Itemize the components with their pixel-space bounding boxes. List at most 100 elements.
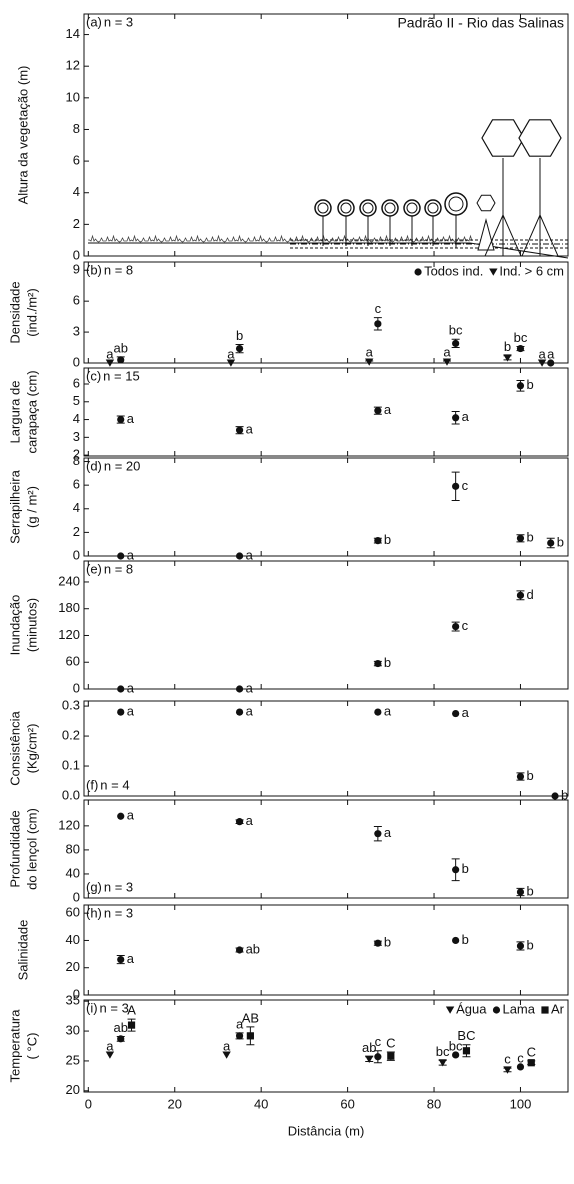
y-tick-label: 0 [73, 247, 80, 262]
vegetation-part [315, 200, 331, 216]
marker [236, 552, 243, 559]
y-tick-label: 0.0 [62, 787, 80, 802]
marker [528, 1059, 535, 1066]
panel-n: n = 3 [104, 879, 133, 894]
y-tick-label: 6 [73, 375, 80, 390]
vegetation-part [404, 200, 420, 216]
y-axis-label: (g / m²) [24, 486, 39, 528]
legend-symbol [489, 269, 497, 276]
y-tick-label: 12 [66, 58, 80, 73]
y-tick-label: 40 [66, 865, 80, 880]
point-label: a [127, 411, 135, 426]
point-label: a [106, 346, 114, 361]
point-label: bc [514, 330, 528, 345]
y-axis-label: Inundação [7, 595, 22, 656]
y-tick-label: 120 [58, 627, 80, 642]
chart: 02468101214(a)n = 3Padrão II - Rio das S… [0, 0, 574, 1184]
y-tick-label: 120 [58, 817, 80, 832]
y-tick-label: 3 [73, 324, 80, 339]
panel-frame [84, 561, 568, 689]
marker [117, 708, 124, 715]
point-label: C [527, 1044, 536, 1059]
y-axis-label: (ind./m²) [24, 288, 39, 336]
x-tick-label: 100 [510, 1096, 532, 1111]
point-label: ab [246, 941, 260, 956]
y-tick-label: 4 [73, 500, 80, 515]
point-label: a [384, 402, 392, 417]
point-label: a [127, 680, 135, 695]
vegetation [88, 120, 568, 258]
y-tick-label: 2 [73, 524, 80, 539]
panel-label: (d) [86, 458, 102, 473]
y-axis-label: Salinidade [15, 920, 30, 981]
x-axis-label: Distância (m) [288, 1123, 365, 1138]
x-tick-label: 20 [168, 1096, 182, 1111]
point-label: AB [242, 1010, 259, 1025]
marker [387, 1053, 394, 1060]
point-label: ab [113, 1020, 127, 1035]
y-tick-label: 25 [66, 1052, 80, 1067]
legend-label: Ar [551, 1001, 565, 1016]
panel-frame [84, 905, 568, 995]
vegetation-part [445, 193, 467, 215]
marker [551, 792, 558, 799]
point-label: C [386, 1035, 395, 1050]
point-label: a [246, 813, 254, 828]
y-tick-label: 20 [66, 959, 80, 974]
point-label: a [462, 705, 470, 720]
point-label: c [375, 301, 382, 316]
marker [517, 942, 524, 949]
vegetation-part [425, 200, 441, 216]
marker [503, 1066, 511, 1073]
marker [452, 340, 459, 347]
point-label: a [127, 704, 135, 719]
panel-label: (i) [86, 1000, 98, 1015]
point-label: a [384, 704, 392, 719]
panel-frame [84, 458, 568, 556]
panel-frame [84, 800, 568, 898]
point-label: a [106, 1038, 114, 1053]
legend-label: Ind. > 6 cm [499, 263, 564, 278]
point-label: a [127, 808, 135, 823]
panel-label: (e) [86, 561, 102, 576]
marker [517, 888, 524, 895]
vegetation-part [482, 120, 524, 156]
y-tick-label: 8 [73, 121, 80, 136]
marker [374, 830, 381, 837]
point-label: BC [457, 1028, 475, 1043]
marker [247, 1032, 254, 1039]
marker [236, 345, 243, 352]
point-label: a [127, 547, 135, 562]
vegetation-part [338, 200, 354, 216]
panel-n: n = 20 [104, 458, 141, 473]
vegetation-part [519, 120, 561, 156]
y-tick-label: 8 [73, 453, 80, 468]
point-label: b [384, 935, 391, 950]
marker [443, 358, 451, 365]
y-tick-label: 4 [73, 411, 80, 426]
y-tick-label: 180 [58, 600, 80, 615]
point-label: a [223, 1038, 231, 1053]
point-label: A [127, 1003, 136, 1018]
marker [517, 345, 524, 352]
panel-n: n = 3 [104, 14, 133, 29]
vegetation-part [478, 220, 494, 250]
point-label: c [375, 1034, 382, 1049]
point-label: b [557, 534, 564, 549]
x-tick-label: 0 [85, 1096, 92, 1111]
y-tick-label: 2 [73, 216, 80, 231]
marker [452, 937, 459, 944]
point-label: a [443, 344, 451, 359]
y-axis-label: Temperatura [7, 1009, 22, 1083]
marker [374, 660, 381, 667]
panel-n: n = 8 [104, 262, 133, 277]
panel-n: n = 3 [100, 1000, 129, 1015]
point-label: b [236, 328, 243, 343]
chart-title: Padrão II - Rio das Salinas [397, 15, 564, 31]
y-tick-label: 6 [73, 293, 80, 308]
y-tick-label: 30 [66, 1023, 80, 1038]
marker [374, 708, 381, 715]
y-axis-label: Altura da vegetação (m) [15, 66, 30, 205]
marker [117, 416, 124, 423]
marker [128, 1021, 135, 1028]
